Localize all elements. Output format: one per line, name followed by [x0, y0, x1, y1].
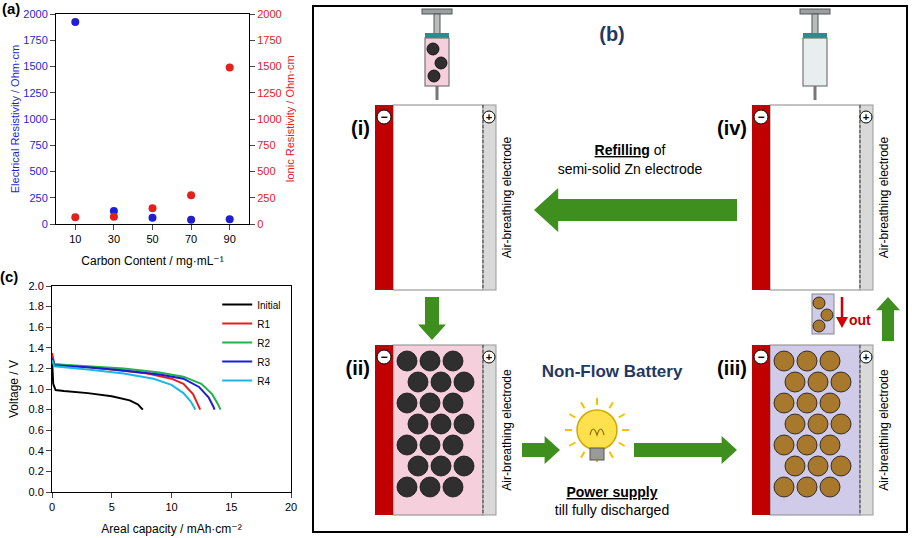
- svg-text:Refilling of: Refilling of: [595, 142, 666, 158]
- svg-text:2000: 2000: [23, 8, 47, 20]
- svg-text:1.6: 1.6: [29, 321, 44, 333]
- svg-text:2000: 2000: [257, 8, 281, 20]
- svg-text:30: 30: [108, 233, 120, 245]
- svg-text:Power supply: Power supply: [566, 484, 657, 500]
- svg-text:0.2: 0.2: [29, 465, 44, 477]
- html-text:(c): (c): [0, 268, 19, 285]
- svg-text:0.6: 0.6: [29, 424, 44, 436]
- svg-text:1.0: 1.0: [29, 383, 44, 395]
- svg-text:1250: 1250: [23, 87, 47, 99]
- svg-text:90: 90: [224, 233, 236, 245]
- svg-text:Initial: Initial: [257, 300, 280, 311]
- svg-text:till fully discharged: till fully discharged: [555, 502, 669, 518]
- svg-text:−: −: [380, 110, 387, 124]
- svg-text:Non-Flow Battery: Non-Flow Battery: [542, 362, 683, 381]
- svg-text:−: −: [757, 110, 764, 124]
- svg-text:0.0: 0.0: [29, 486, 44, 498]
- svg-text:750: 750: [257, 139, 275, 151]
- svg-text:R2: R2: [257, 338, 270, 349]
- svg-text:1.8: 1.8: [29, 300, 44, 312]
- html-text:(a): (a): [2, 0, 21, 17]
- svg-text:Air-breathing electrode: Air-breathing electrode: [500, 136, 514, 258]
- svg-text:20: 20: [285, 501, 297, 513]
- svg-text:Carbon Content / mg·mL⁻¹: Carbon Content / mg·mL⁻¹: [81, 254, 223, 268]
- svg-text:+: +: [863, 351, 869, 363]
- svg-text:Electrical Resistivity / Ohm·c: Electrical Resistivity / Ohm·cm: [9, 45, 21, 194]
- svg-text:500: 500: [29, 165, 47, 177]
- svg-text:70: 70: [185, 233, 197, 245]
- svg-text:1000: 1000: [257, 113, 281, 125]
- svg-text:0.4: 0.4: [29, 445, 44, 457]
- svg-text:(iii): (iii): [717, 357, 747, 379]
- svg-text:0.8: 0.8: [29, 403, 44, 415]
- svg-text:50: 50: [146, 233, 158, 245]
- svg-text:(ii): (ii): [346, 357, 370, 379]
- svg-text:+: +: [863, 111, 869, 123]
- svg-text:out: out: [849, 312, 871, 328]
- svg-text:semi-solid Zn electrode: semi-solid Zn electrode: [558, 161, 703, 177]
- svg-text:5: 5: [109, 501, 115, 513]
- svg-text:1500: 1500: [23, 60, 47, 72]
- svg-text:R3: R3: [257, 357, 270, 368]
- svg-text:1.4: 1.4: [29, 342, 44, 354]
- svg-text:Air-breathing electrode: Air-breathing electrode: [877, 369, 891, 491]
- svg-text:1.2: 1.2: [29, 362, 44, 374]
- svg-text:2.0: 2.0: [29, 280, 44, 292]
- svg-text:Ionic Resistivity / Ohm·cm: Ionic Resistivity / Ohm·cm: [284, 55, 296, 182]
- svg-text:1500: 1500: [257, 60, 281, 72]
- svg-text:R4: R4: [257, 376, 270, 387]
- svg-text:250: 250: [29, 192, 47, 204]
- svg-text:+: +: [486, 351, 492, 363]
- svg-text:R1: R1: [257, 319, 270, 330]
- svg-text:(b): (b): [599, 23, 625, 45]
- svg-text:(i): (i): [351, 117, 370, 139]
- svg-text:1000: 1000: [23, 113, 47, 125]
- svg-text:0: 0: [49, 501, 55, 513]
- svg-text:750: 750: [29, 139, 47, 151]
- svg-text:15: 15: [225, 501, 237, 513]
- svg-text:−: −: [380, 350, 387, 364]
- svg-text:Voltage / V: Voltage / V: [7, 360, 21, 418]
- svg-text:(iv): (iv): [717, 117, 747, 139]
- svg-text:Air-breathing electrode: Air-breathing electrode: [877, 136, 891, 258]
- svg-text:+: +: [486, 111, 492, 123]
- svg-text:500: 500: [257, 165, 275, 177]
- svg-text:10: 10: [165, 501, 177, 513]
- svg-text:250: 250: [257, 192, 275, 204]
- svg-text:Air-breathing electrode: Air-breathing electrode: [500, 369, 514, 491]
- svg-text:0: 0: [257, 218, 263, 230]
- svg-text:10: 10: [69, 233, 81, 245]
- svg-text:0: 0: [42, 218, 48, 230]
- svg-text:1750: 1750: [23, 34, 47, 46]
- svg-text:1750: 1750: [257, 34, 281, 46]
- svg-text:−: −: [757, 350, 764, 364]
- svg-text:Areal capacity / mAh·cm⁻²: Areal capacity / mAh·cm⁻²: [101, 522, 241, 536]
- svg-text:1250: 1250: [257, 87, 281, 99]
